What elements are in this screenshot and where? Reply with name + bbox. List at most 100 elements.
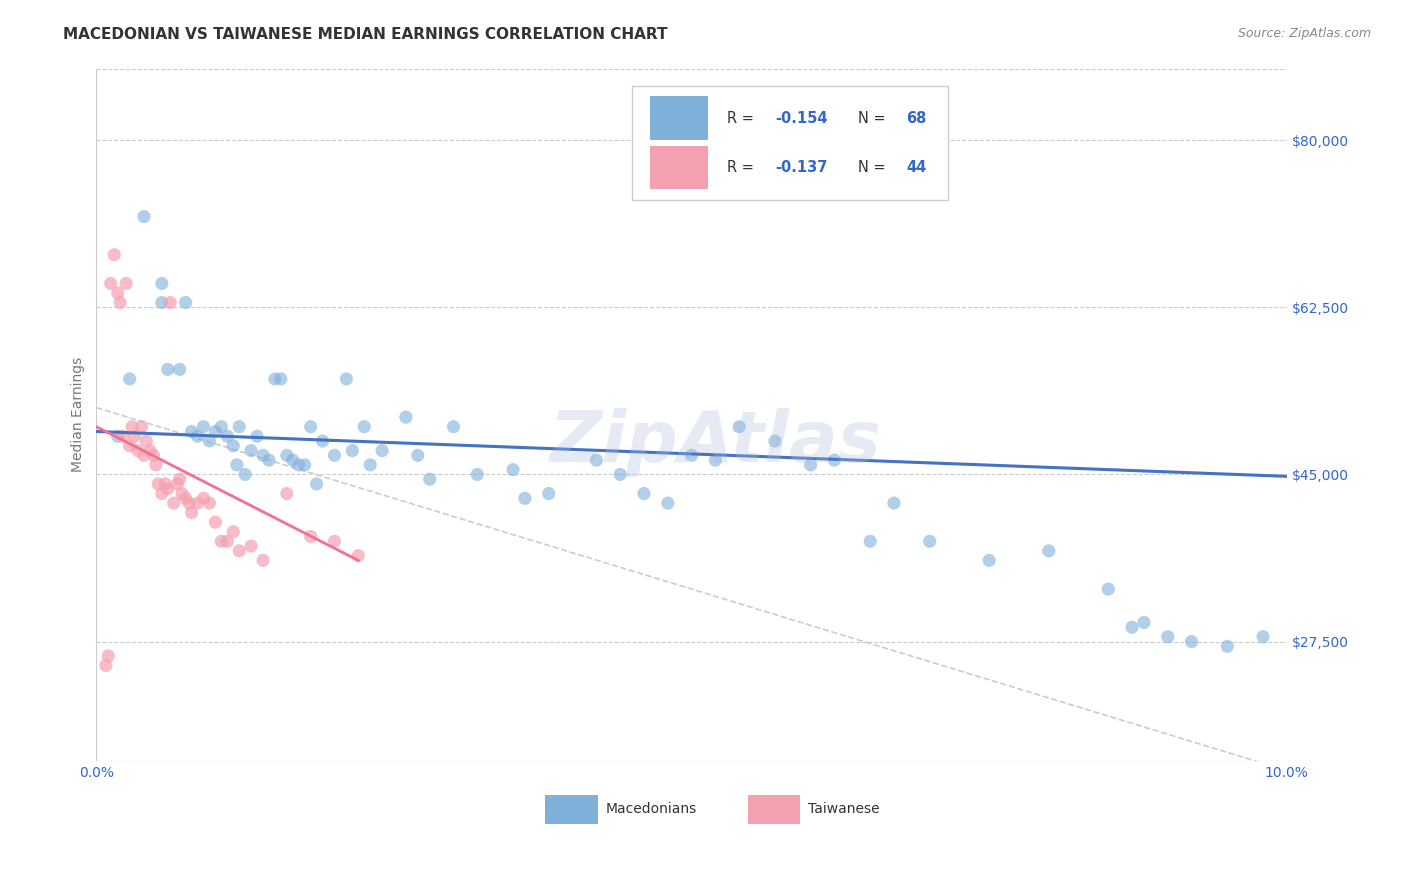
Point: [150, 295, 173, 310]
Point: [979, 553, 1001, 567]
Point: [155, 477, 177, 491]
Point: [918, 534, 941, 549]
Point: [150, 277, 173, 291]
Text: -0.137: -0.137: [775, 161, 827, 175]
Point: [537, 486, 560, 500]
Point: [163, 496, 186, 510]
Point: [142, 448, 165, 462]
Point: [763, 434, 786, 448]
Point: [513, 491, 536, 506]
Point: [186, 429, 208, 443]
Point: [180, 425, 202, 439]
Point: [169, 472, 191, 486]
Point: [371, 443, 394, 458]
Point: [118, 372, 141, 386]
Text: Taiwanese: Taiwanese: [808, 803, 880, 816]
Point: [443, 419, 465, 434]
Point: [585, 453, 607, 467]
FancyBboxPatch shape: [748, 795, 800, 824]
Text: Macedonians: Macedonians: [606, 803, 697, 816]
Point: [800, 458, 823, 472]
Text: ZipAtlas: ZipAtlas: [550, 408, 882, 477]
Point: [225, 458, 247, 472]
Point: [204, 515, 226, 529]
Point: [323, 448, 346, 462]
Text: R =: R =: [727, 111, 759, 126]
Point: [335, 372, 357, 386]
Point: [502, 463, 524, 477]
Point: [107, 285, 129, 300]
Point: [406, 448, 429, 462]
Point: [681, 448, 703, 462]
Point: [124, 429, 146, 443]
Point: [222, 524, 245, 539]
Point: [131, 419, 153, 434]
Point: [186, 496, 208, 510]
Point: [180, 506, 202, 520]
Point: [233, 467, 256, 482]
Point: [179, 496, 201, 510]
Text: MACEDONIAN VS TAIWANESE MEDIAN EARNINGS CORRELATION CHART: MACEDONIAN VS TAIWANESE MEDIAN EARNINGS …: [63, 27, 668, 42]
Point: [156, 482, 179, 496]
Point: [240, 443, 263, 458]
FancyBboxPatch shape: [546, 795, 598, 824]
Point: [419, 472, 441, 486]
Point: [115, 277, 138, 291]
Point: [1181, 634, 1204, 648]
Point: [198, 496, 221, 510]
Point: [257, 453, 280, 467]
Point: [395, 410, 418, 425]
Text: 68: 68: [905, 111, 927, 126]
Point: [859, 534, 882, 549]
Point: [204, 425, 226, 439]
Point: [156, 362, 179, 376]
Point: [347, 549, 370, 563]
Point: [121, 419, 143, 434]
Point: [132, 448, 155, 462]
FancyBboxPatch shape: [650, 146, 709, 189]
Point: [103, 248, 125, 262]
Point: [633, 486, 655, 500]
Point: [240, 539, 263, 553]
FancyBboxPatch shape: [633, 86, 948, 200]
Point: [281, 453, 304, 467]
Point: [166, 477, 188, 491]
Text: N =: N =: [858, 111, 890, 126]
Point: [145, 458, 167, 472]
Point: [139, 443, 162, 458]
Point: [609, 467, 631, 482]
Point: [107, 429, 129, 443]
Point: [883, 496, 905, 510]
Point: [1133, 615, 1156, 630]
Point: [359, 458, 381, 472]
Point: [135, 434, 157, 448]
Point: [287, 458, 309, 472]
Point: [299, 529, 322, 543]
Point: [305, 477, 328, 491]
Point: [246, 429, 269, 443]
Point: [299, 419, 322, 434]
Point: [311, 434, 333, 448]
Point: [193, 419, 215, 434]
Point: [150, 486, 173, 500]
Point: [1251, 630, 1274, 644]
Point: [118, 439, 141, 453]
Text: 44: 44: [905, 161, 927, 175]
Point: [342, 443, 364, 458]
Point: [270, 372, 292, 386]
Point: [1157, 630, 1180, 644]
Point: [97, 648, 120, 663]
Point: [198, 434, 221, 448]
Point: [252, 553, 274, 567]
Point: [217, 429, 239, 443]
Point: [465, 467, 488, 482]
Text: -0.154: -0.154: [775, 111, 827, 126]
Point: [217, 534, 239, 549]
Point: [264, 372, 287, 386]
Point: [1216, 640, 1239, 654]
Point: [294, 458, 316, 472]
Point: [111, 429, 134, 443]
Point: [276, 486, 298, 500]
Text: N =: N =: [858, 161, 890, 175]
Point: [209, 534, 232, 549]
